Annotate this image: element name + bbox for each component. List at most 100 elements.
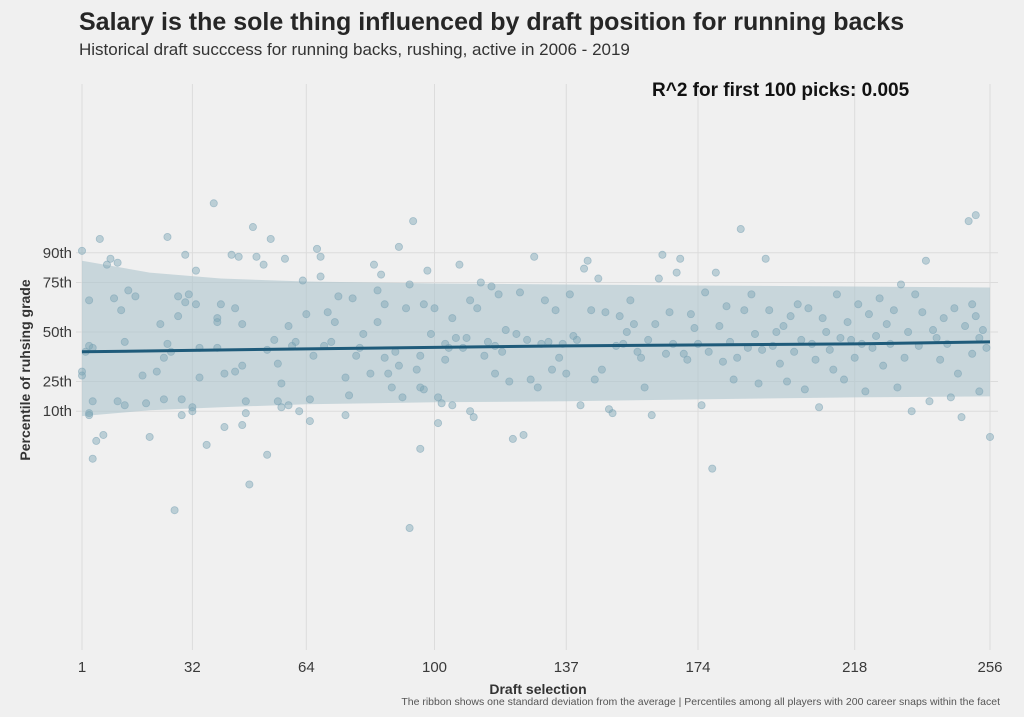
data-point xyxy=(434,419,443,428)
data-point xyxy=(409,217,418,226)
data-point xyxy=(85,296,94,305)
data-point xyxy=(526,375,535,384)
data-point xyxy=(889,306,898,315)
data-point xyxy=(138,371,147,380)
data-point xyxy=(601,308,610,317)
data-point xyxy=(238,361,247,370)
data-point xyxy=(548,365,557,374)
data-point xyxy=(608,409,617,418)
x-tick-label: 100 xyxy=(422,659,447,676)
data-point xyxy=(95,234,104,243)
data-point xyxy=(216,300,225,309)
data-point xyxy=(829,365,838,374)
data-point xyxy=(971,312,980,321)
data-point xyxy=(622,327,631,336)
data-point xyxy=(434,393,443,402)
data-point xyxy=(711,268,720,277)
data-point xyxy=(921,256,930,265)
data-point xyxy=(213,318,222,327)
x-tick-label: 1 xyxy=(78,659,86,676)
data-point xyxy=(88,397,97,406)
data-point xyxy=(394,361,403,370)
data-point xyxy=(515,288,524,297)
trend-line xyxy=(81,340,991,354)
data-point xyxy=(800,385,809,394)
data-point xyxy=(775,359,784,368)
axis-ticks: 1 32 64 100 137 174 218 256 10th 25th 50th 75th 90th xyxy=(43,245,1003,676)
data-point xyxy=(975,387,984,396)
data-point xyxy=(783,377,792,386)
data-point xyxy=(273,397,282,406)
data-point xyxy=(359,329,368,338)
data-point xyxy=(968,300,977,309)
data-point xyxy=(929,326,938,335)
data-point xyxy=(715,322,724,331)
data-point xyxy=(174,312,183,321)
data-point xyxy=(295,407,304,416)
data-point xyxy=(234,252,243,261)
data-point xyxy=(159,353,168,362)
data-point xyxy=(277,379,286,388)
data-point xyxy=(466,296,475,305)
x-tick-label: 32 xyxy=(184,659,201,676)
data-point xyxy=(462,333,471,342)
data-point xyxy=(416,444,425,453)
data-point xyxy=(117,306,126,315)
data-point xyxy=(747,290,756,299)
data-point xyxy=(637,353,646,362)
data-point xyxy=(120,337,129,346)
data-point xyxy=(523,335,532,344)
data-point xyxy=(679,349,688,358)
y-tick-label: 75th xyxy=(43,275,72,292)
data-point xyxy=(572,335,581,344)
data-point xyxy=(280,254,289,263)
x-axis-title: Draft selection xyxy=(489,681,586,697)
data-point xyxy=(975,333,984,342)
data-point xyxy=(868,343,877,352)
data-point xyxy=(113,258,122,267)
data-point xyxy=(252,252,261,261)
data-point xyxy=(419,385,428,394)
data-point xyxy=(722,302,731,311)
data-point xyxy=(978,326,987,335)
data-point xyxy=(110,294,119,303)
data-point xyxy=(437,399,446,408)
data-point xyxy=(466,407,475,416)
data-point xyxy=(939,314,948,323)
data-point xyxy=(341,373,350,382)
y-tick-label: 50th xyxy=(43,324,72,341)
std-dev-ribbon xyxy=(82,260,990,417)
data-point xyxy=(330,318,339,327)
data-point xyxy=(754,379,763,388)
data-point xyxy=(163,339,172,348)
data-point xyxy=(398,393,407,402)
data-point xyxy=(587,306,596,315)
data-point xyxy=(85,409,94,418)
data-point xyxy=(875,294,884,303)
data-point xyxy=(323,308,332,317)
data-point xyxy=(163,232,172,241)
data-point xyxy=(174,292,183,301)
data-point xyxy=(334,292,343,301)
data-point xyxy=(733,353,742,362)
data-point xyxy=(231,367,240,376)
data-point xyxy=(241,397,250,406)
data-point xyxy=(476,278,485,287)
data-point xyxy=(469,413,478,422)
data-point xyxy=(181,250,190,259)
data-point xyxy=(348,294,357,303)
data-point xyxy=(277,403,286,412)
data-point xyxy=(412,365,421,374)
data-point xyxy=(448,401,457,410)
data-point xyxy=(583,256,592,265)
data-point xyxy=(651,320,660,329)
data-point xyxy=(825,345,834,354)
data-point xyxy=(665,308,674,317)
data-point xyxy=(811,355,820,364)
data-point xyxy=(836,333,845,342)
data-point xyxy=(448,314,457,323)
x-tick-label: 137 xyxy=(554,659,579,676)
data-point xyxy=(188,407,197,416)
data-point xyxy=(508,434,517,443)
